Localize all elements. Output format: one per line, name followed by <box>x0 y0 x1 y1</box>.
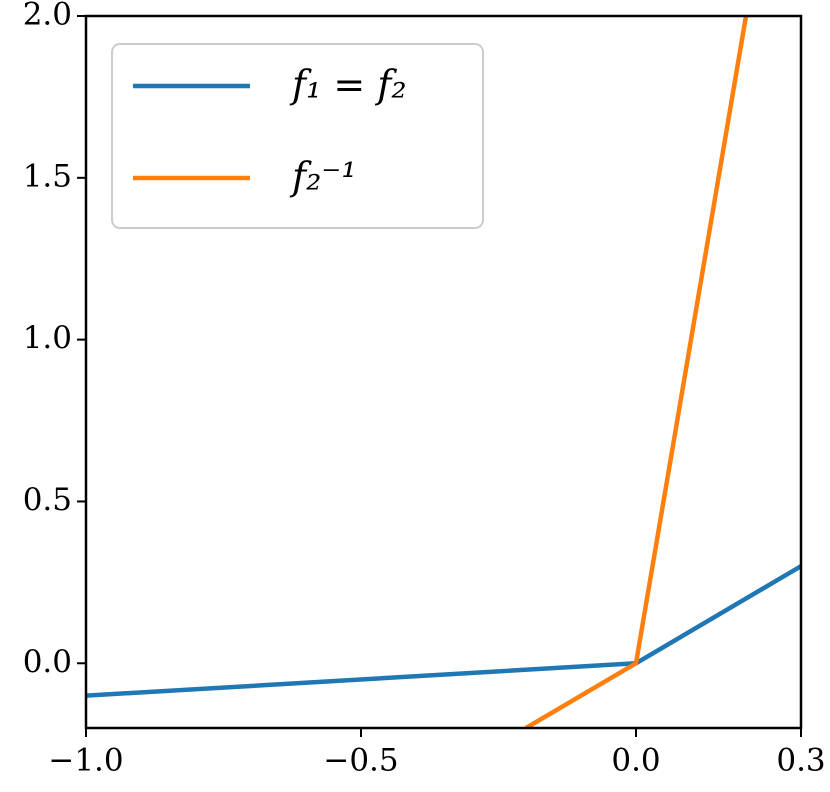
x-tick-label: −1.0 <box>48 743 123 779</box>
y-tick-label: 1.0 <box>23 320 72 356</box>
legend-label: f₁ = f₂ <box>289 63 407 107</box>
series-line <box>524 16 749 728</box>
y-tick-label: 2.0 <box>23 0 72 33</box>
x-tick-label: 0.0 <box>611 743 660 779</box>
series-line <box>86 564 801 698</box>
legend-box <box>111 43 484 229</box>
plot-frame <box>84 14 803 730</box>
y-tick-label: 0.0 <box>23 644 72 680</box>
y-tick-label: 0.5 <box>23 482 72 518</box>
y-tick-label: 1.5 <box>23 158 72 194</box>
x-tick-label: −0.5 <box>323 743 398 779</box>
legend-label: f₂⁻¹ <box>289 155 357 199</box>
x-tick-label: 0.3 <box>776 743 825 779</box>
